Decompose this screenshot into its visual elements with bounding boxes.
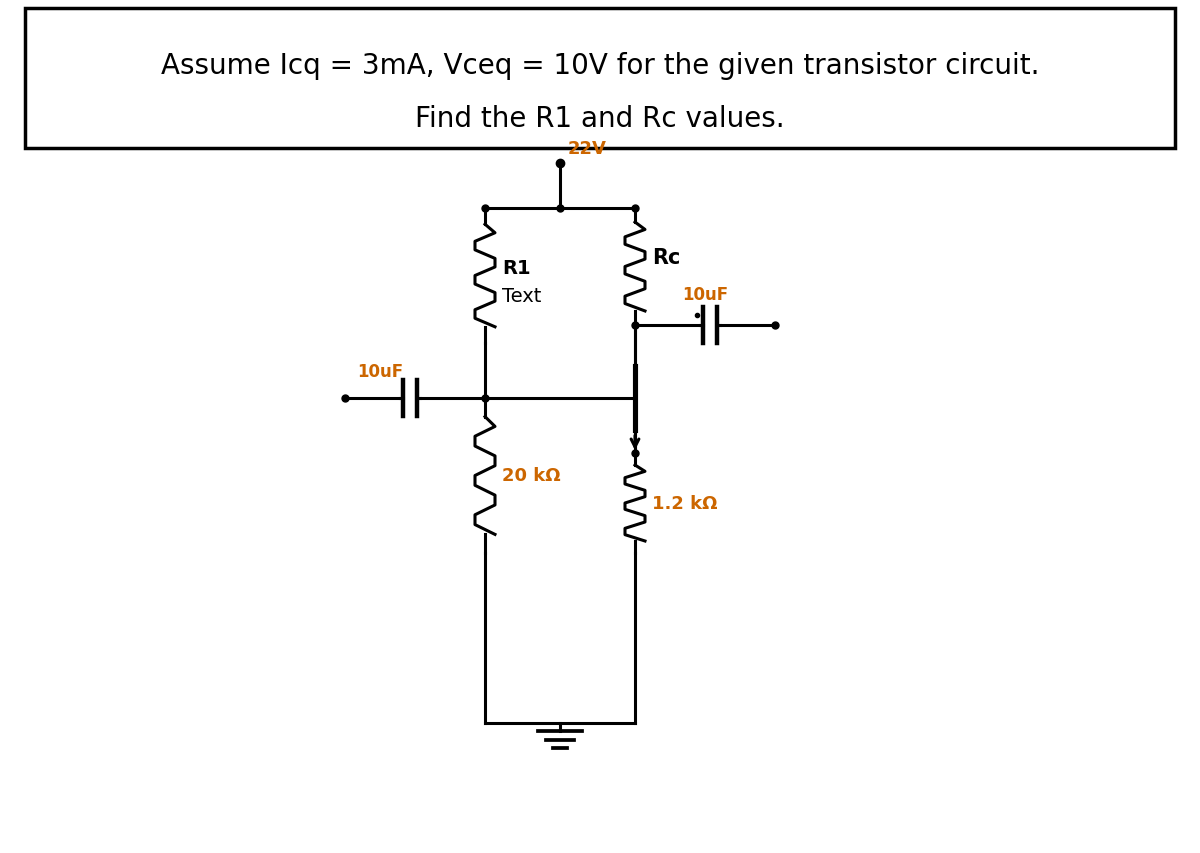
Text: 20 kΩ: 20 kΩ — [502, 467, 560, 485]
Text: R1: R1 — [502, 258, 530, 278]
Text: Rc: Rc — [652, 247, 680, 267]
Text: 22V: 22V — [568, 140, 607, 158]
Text: 10uF: 10uF — [682, 286, 728, 304]
Text: 1.2 kΩ: 1.2 kΩ — [652, 495, 718, 513]
FancyBboxPatch shape — [25, 9, 1175, 148]
Text: Text: Text — [502, 287, 541, 305]
Text: Assume Icq = 3mA, Vceq = 10V for the given transistor circuit.: Assume Icq = 3mA, Vceq = 10V for the giv… — [161, 52, 1039, 80]
Text: Find the R1 and Rc values.: Find the R1 and Rc values. — [415, 105, 785, 133]
Text: 10uF: 10uF — [356, 363, 403, 380]
